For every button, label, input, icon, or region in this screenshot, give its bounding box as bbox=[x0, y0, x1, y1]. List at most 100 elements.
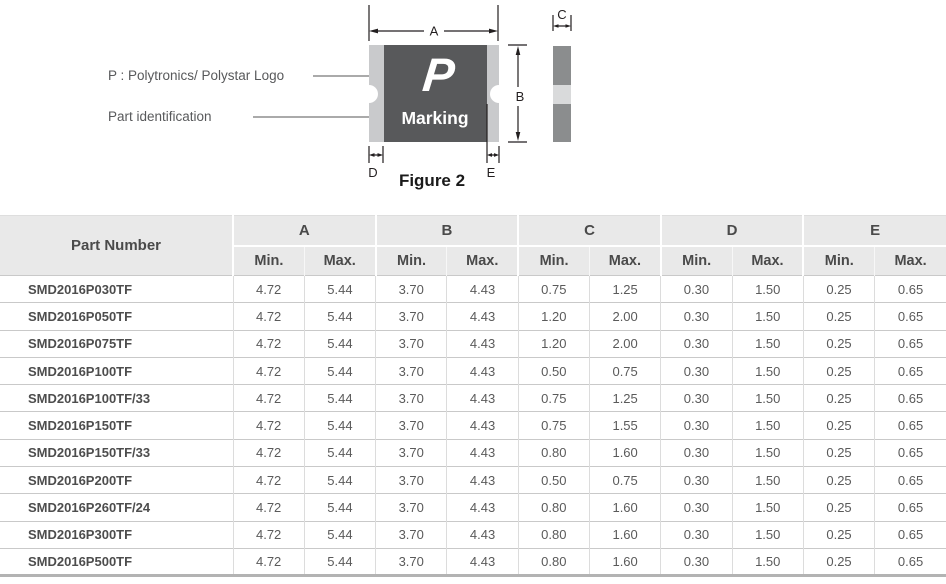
part-number-cell: SMD2016P260TF/24 bbox=[0, 493, 233, 522]
side-view-bottom-segment bbox=[553, 104, 571, 142]
dimension-value-cell: 0.65 bbox=[874, 274, 946, 303]
dimension-value-cell: 0.65 bbox=[874, 384, 946, 412]
dimension-value-cell: 0.25 bbox=[802, 329, 875, 358]
dimension-value-cell: 0.65 bbox=[874, 493, 946, 522]
table-row: SMD2016P150TF/33 4.72 5.44 3.70 4.43 0.80 1.60… bbox=[0, 438, 946, 467]
dimension-value-cell: 1.50 bbox=[731, 329, 804, 358]
dimension-value-cell: 0.25 bbox=[802, 438, 875, 467]
dimension-value-cell: 1.50 bbox=[731, 384, 804, 412]
dimension-d: D bbox=[368, 146, 384, 180]
dimension-value-cell: 5.44 bbox=[303, 329, 376, 358]
dimension-value-cell: 3.70 bbox=[375, 438, 447, 467]
dimension-value-cell: 2.00 bbox=[588, 329, 661, 358]
dimension-value-cell: 3.70 bbox=[375, 520, 447, 549]
chip-front-view: P Marking bbox=[360, 45, 508, 142]
table-row: SMD2016P100TF 4.72 5.44 3.70 4.43 0.50 0.75 0.3… bbox=[0, 356, 946, 385]
part-number-cell: SMD2016P050TF bbox=[0, 302, 233, 331]
marking-text: Marking bbox=[401, 108, 468, 128]
dimension-value-cell: 0.65 bbox=[874, 438, 946, 467]
column-group-header-c: C bbox=[517, 215, 661, 246]
dimension-value-cell: 3.70 bbox=[375, 274, 447, 303]
dimension-value-cell: 0.65 bbox=[874, 520, 946, 549]
subheader-e-min: Min. bbox=[802, 244, 875, 276]
column-group-header-e: E bbox=[802, 215, 946, 246]
column-group-header-d: D bbox=[659, 215, 804, 246]
dimension-value-cell: 1.60 bbox=[588, 493, 661, 522]
dimension-value-cell: 5.44 bbox=[303, 547, 376, 578]
dimension-value-cell: 0.30 bbox=[660, 302, 733, 331]
part-number-column-header: Part Number bbox=[0, 215, 233, 276]
dimension-value-cell: 0.25 bbox=[802, 493, 875, 522]
dimension-value-cell: 5.44 bbox=[303, 520, 376, 549]
subheader-d-max: Max. bbox=[731, 244, 804, 276]
subheader-b-min: Min. bbox=[374, 244, 447, 276]
dimension-value-cell: 4.43 bbox=[446, 356, 519, 385]
subheader-c-min: Min. bbox=[517, 244, 590, 276]
dimension-value-cell: 3.70 bbox=[375, 547, 447, 578]
dimension-value-cell: 1.50 bbox=[731, 274, 804, 303]
dimension-value-cell: 4.72 bbox=[232, 438, 305, 467]
side-view-top-segment bbox=[553, 46, 571, 85]
part-number-cell: SMD2016P500TF bbox=[0, 547, 233, 578]
subheader-a-min: Min. bbox=[231, 244, 305, 276]
dimension-value-cell: 1.25 bbox=[588, 384, 661, 412]
table-row: SMD2016P260TF/24 4.72 5.44 3.70 4.43 0.80 1.60… bbox=[0, 493, 946, 522]
dimension-value-cell: 4.72 bbox=[232, 411, 305, 440]
side-view-middle-band bbox=[553, 85, 571, 104]
dimension-value-cell: 5.44 bbox=[303, 274, 376, 303]
dimension-value-cell: 0.30 bbox=[660, 274, 733, 303]
dimension-value-cell: 0.30 bbox=[660, 547, 733, 578]
part-number-cell: SMD2016P100TF bbox=[0, 356, 233, 385]
table-row: SMD2016P500TF 4.72 5.44 3.70 4.43 0.80 1.60 0.3… bbox=[0, 547, 946, 578]
dim-d-label: D bbox=[368, 165, 377, 180]
dimension-value-cell: 0.80 bbox=[517, 547, 590, 578]
table-row: SMD2016P050TF 4.72 5.44 3.70 4.43 1.20 2.00 0.3… bbox=[0, 302, 946, 331]
table-body: SMD2016P030TF 4.72 5.44 3.70 4.43 0.75 1.25 0.3… bbox=[0, 274, 946, 578]
dimension-value-cell: 4.43 bbox=[446, 411, 519, 440]
subheader-b-max: Max. bbox=[446, 244, 519, 276]
dimension-value-cell: 0.30 bbox=[660, 438, 733, 467]
table-row: SMD2016P100TF/33 4.72 5.44 3.70 4.43 0.75 1.25… bbox=[0, 384, 946, 412]
dimension-value-cell: 4.43 bbox=[446, 493, 519, 522]
dimension-value-cell: 2.00 bbox=[588, 302, 661, 331]
polytronics-logo-glyph: P bbox=[420, 48, 457, 101]
part-number-cell: SMD2016P150TF/33 bbox=[0, 438, 233, 467]
dimension-value-cell: 0.80 bbox=[517, 520, 590, 549]
dim-b-label: B bbox=[516, 89, 525, 104]
dimension-value-cell: 1.50 bbox=[731, 411, 804, 440]
dimension-value-cell: 3.70 bbox=[375, 329, 447, 358]
dimension-value-cell: 1.60 bbox=[588, 547, 661, 578]
dimension-value-cell: 0.50 bbox=[517, 356, 590, 385]
logo-callout-label: P : Polytronics/ Polystar Logo bbox=[108, 68, 285, 83]
dimension-value-cell: 3.70 bbox=[375, 411, 447, 440]
dimension-value-cell: 4.72 bbox=[232, 274, 305, 303]
dimension-value-cell: 5.44 bbox=[303, 302, 376, 331]
dimension-value-cell: 0.25 bbox=[802, 274, 875, 303]
dimension-value-cell: 4.72 bbox=[232, 520, 305, 549]
dimension-value-cell: 4.43 bbox=[446, 329, 519, 358]
dimension-value-cell: 0.75 bbox=[588, 466, 661, 494]
dimension-value-cell: 1.60 bbox=[588, 520, 661, 549]
chip-body bbox=[384, 45, 487, 142]
table-row: SMD2016P075TF 4.72 5.44 3.70 4.43 1.20 2.00 0.3… bbox=[0, 329, 946, 358]
part-identification-callout-label: Part identification bbox=[108, 109, 212, 124]
part-number-cell: SMD2016P100TF/33 bbox=[0, 384, 233, 412]
dimension-value-cell: 0.25 bbox=[802, 384, 875, 412]
dimension-value-cell: 1.50 bbox=[731, 547, 804, 578]
dimension-value-cell: 4.72 bbox=[232, 356, 305, 385]
dimension-value-cell: 1.55 bbox=[588, 411, 661, 440]
dimension-value-cell: 0.30 bbox=[660, 384, 733, 412]
dimension-value-cell: 0.65 bbox=[874, 329, 946, 358]
dimension-value-cell: 1.50 bbox=[731, 356, 804, 385]
dimension-value-cell: 1.20 bbox=[517, 302, 590, 331]
dimension-value-cell: 1.50 bbox=[731, 520, 804, 549]
part-number-cell: SMD2016P200TF bbox=[0, 466, 233, 494]
dimension-value-cell: 0.30 bbox=[660, 411, 733, 440]
dimension-value-cell: 0.65 bbox=[874, 547, 946, 578]
dimension-value-cell: 1.25 bbox=[588, 274, 661, 303]
dimension-value-cell: 1.50 bbox=[731, 493, 804, 522]
dimension-value-cell: 0.80 bbox=[517, 493, 590, 522]
